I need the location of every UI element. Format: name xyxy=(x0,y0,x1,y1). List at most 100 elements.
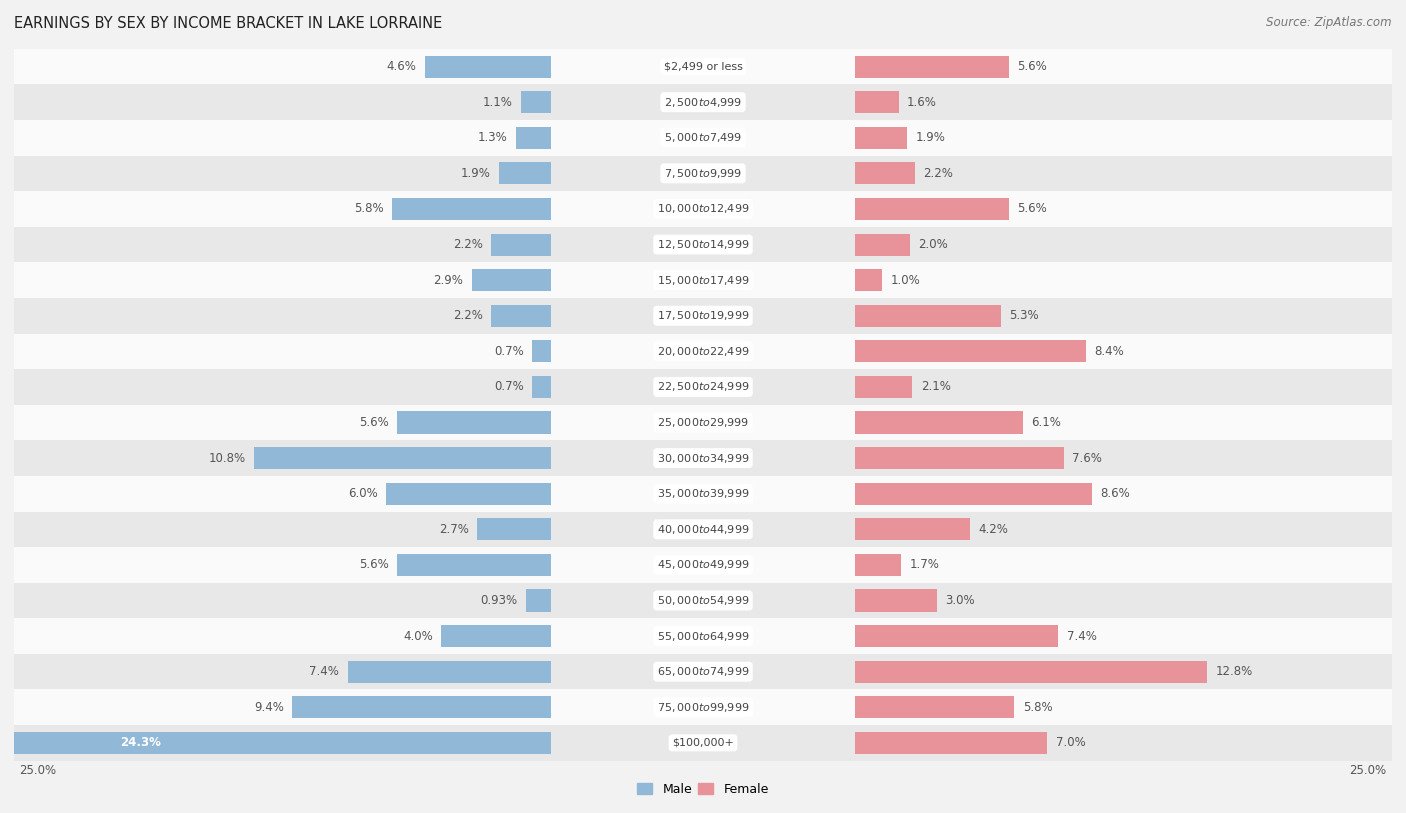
Text: 6.1%: 6.1% xyxy=(1031,416,1060,429)
Text: $7,500 to $9,999: $7,500 to $9,999 xyxy=(664,167,742,180)
Bar xyxy=(347,661,551,683)
Bar xyxy=(499,163,551,185)
Text: 7.6%: 7.6% xyxy=(1073,451,1102,464)
Text: $65,000 to $74,999: $65,000 to $74,999 xyxy=(657,665,749,678)
Bar xyxy=(14,85,1392,120)
Bar xyxy=(855,127,907,149)
Text: 10.8%: 10.8% xyxy=(208,451,246,464)
Text: 0.93%: 0.93% xyxy=(481,594,517,607)
Text: 1.3%: 1.3% xyxy=(478,131,508,144)
Bar xyxy=(14,369,1392,405)
Bar xyxy=(14,511,1392,547)
Text: $2,500 to $4,999: $2,500 to $4,999 xyxy=(664,96,742,109)
Text: 1.7%: 1.7% xyxy=(910,559,939,572)
Bar xyxy=(855,483,1091,505)
Bar xyxy=(14,333,1392,369)
Text: 0.7%: 0.7% xyxy=(494,380,524,393)
Text: $15,000 to $17,499: $15,000 to $17,499 xyxy=(657,274,749,287)
Text: 4.2%: 4.2% xyxy=(979,523,1008,536)
Bar xyxy=(392,198,551,220)
Bar xyxy=(855,163,915,185)
Bar xyxy=(14,227,1392,263)
Text: 24.3%: 24.3% xyxy=(121,737,162,750)
Text: 1.6%: 1.6% xyxy=(907,96,936,109)
Text: 1.0%: 1.0% xyxy=(890,274,920,287)
Text: 8.4%: 8.4% xyxy=(1094,345,1123,358)
Bar xyxy=(855,625,1059,647)
Text: 6.0%: 6.0% xyxy=(349,487,378,500)
Text: 2.2%: 2.2% xyxy=(453,238,482,251)
Bar xyxy=(396,411,551,433)
Bar xyxy=(14,155,1392,191)
Text: $22,500 to $24,999: $22,500 to $24,999 xyxy=(657,380,749,393)
Text: 2.9%: 2.9% xyxy=(433,274,463,287)
Bar xyxy=(855,732,1047,754)
Text: EARNINGS BY SEX BY INCOME BRACKET IN LAKE LORRAINE: EARNINGS BY SEX BY INCOME BRACKET IN LAK… xyxy=(14,16,443,31)
Text: $5,000 to $7,499: $5,000 to $7,499 xyxy=(664,131,742,144)
Bar xyxy=(855,589,938,611)
Text: 5.6%: 5.6% xyxy=(359,559,389,572)
Bar xyxy=(425,55,551,77)
Bar xyxy=(14,725,1392,761)
Bar xyxy=(491,305,551,327)
Text: 5.8%: 5.8% xyxy=(354,202,384,215)
Bar xyxy=(14,120,1392,155)
Bar xyxy=(14,49,1392,85)
Text: 5.6%: 5.6% xyxy=(359,416,389,429)
Text: 4.6%: 4.6% xyxy=(387,60,416,73)
Legend: Male, Female: Male, Female xyxy=(633,778,773,801)
Text: 2.2%: 2.2% xyxy=(453,309,482,322)
Bar xyxy=(855,661,1208,683)
Text: Source: ZipAtlas.com: Source: ZipAtlas.com xyxy=(1267,16,1392,29)
Bar xyxy=(254,447,551,469)
Bar xyxy=(14,583,1392,618)
Text: 5.3%: 5.3% xyxy=(1010,309,1039,322)
Bar xyxy=(471,269,551,291)
Bar xyxy=(14,405,1392,441)
Bar xyxy=(855,305,1001,327)
Bar xyxy=(14,191,1392,227)
Text: 7.4%: 7.4% xyxy=(1067,629,1097,642)
Bar xyxy=(855,341,1085,363)
Bar xyxy=(14,476,1392,511)
Bar xyxy=(855,269,882,291)
Bar xyxy=(14,263,1392,298)
Text: 2.0%: 2.0% xyxy=(918,238,948,251)
Text: $30,000 to $34,999: $30,000 to $34,999 xyxy=(657,451,749,464)
Text: $45,000 to $49,999: $45,000 to $49,999 xyxy=(657,559,749,572)
Bar xyxy=(14,689,1392,725)
Text: $55,000 to $64,999: $55,000 to $64,999 xyxy=(657,629,749,642)
Text: 5.8%: 5.8% xyxy=(1022,701,1052,714)
Bar xyxy=(441,625,551,647)
Text: 2.7%: 2.7% xyxy=(439,523,468,536)
Text: $17,500 to $19,999: $17,500 to $19,999 xyxy=(657,309,749,322)
Text: 1.1%: 1.1% xyxy=(484,96,513,109)
Text: $12,500 to $14,999: $12,500 to $14,999 xyxy=(657,238,749,251)
Bar xyxy=(14,298,1392,333)
Bar xyxy=(855,198,1010,220)
Bar xyxy=(0,732,551,754)
Bar xyxy=(526,589,551,611)
Text: $10,000 to $12,499: $10,000 to $12,499 xyxy=(657,202,749,215)
Bar xyxy=(531,341,551,363)
Text: 8.6%: 8.6% xyxy=(1099,487,1129,500)
Bar xyxy=(14,618,1392,654)
Bar xyxy=(516,127,551,149)
Text: 5.6%: 5.6% xyxy=(1017,60,1047,73)
Text: 3.0%: 3.0% xyxy=(945,594,976,607)
Bar xyxy=(855,411,1022,433)
Bar xyxy=(491,233,551,255)
Bar xyxy=(855,376,912,398)
Text: 25.0%: 25.0% xyxy=(20,763,56,776)
Bar xyxy=(387,483,551,505)
Bar xyxy=(531,376,551,398)
Text: $75,000 to $99,999: $75,000 to $99,999 xyxy=(657,701,749,714)
Text: 1.9%: 1.9% xyxy=(461,167,491,180)
Text: $2,499 or less: $2,499 or less xyxy=(664,62,742,72)
Text: 25.0%: 25.0% xyxy=(1350,763,1386,776)
Bar xyxy=(292,696,551,719)
Text: $25,000 to $29,999: $25,000 to $29,999 xyxy=(657,416,749,429)
Bar xyxy=(855,518,970,541)
Text: 7.4%: 7.4% xyxy=(309,665,339,678)
Text: $35,000 to $39,999: $35,000 to $39,999 xyxy=(657,487,749,500)
